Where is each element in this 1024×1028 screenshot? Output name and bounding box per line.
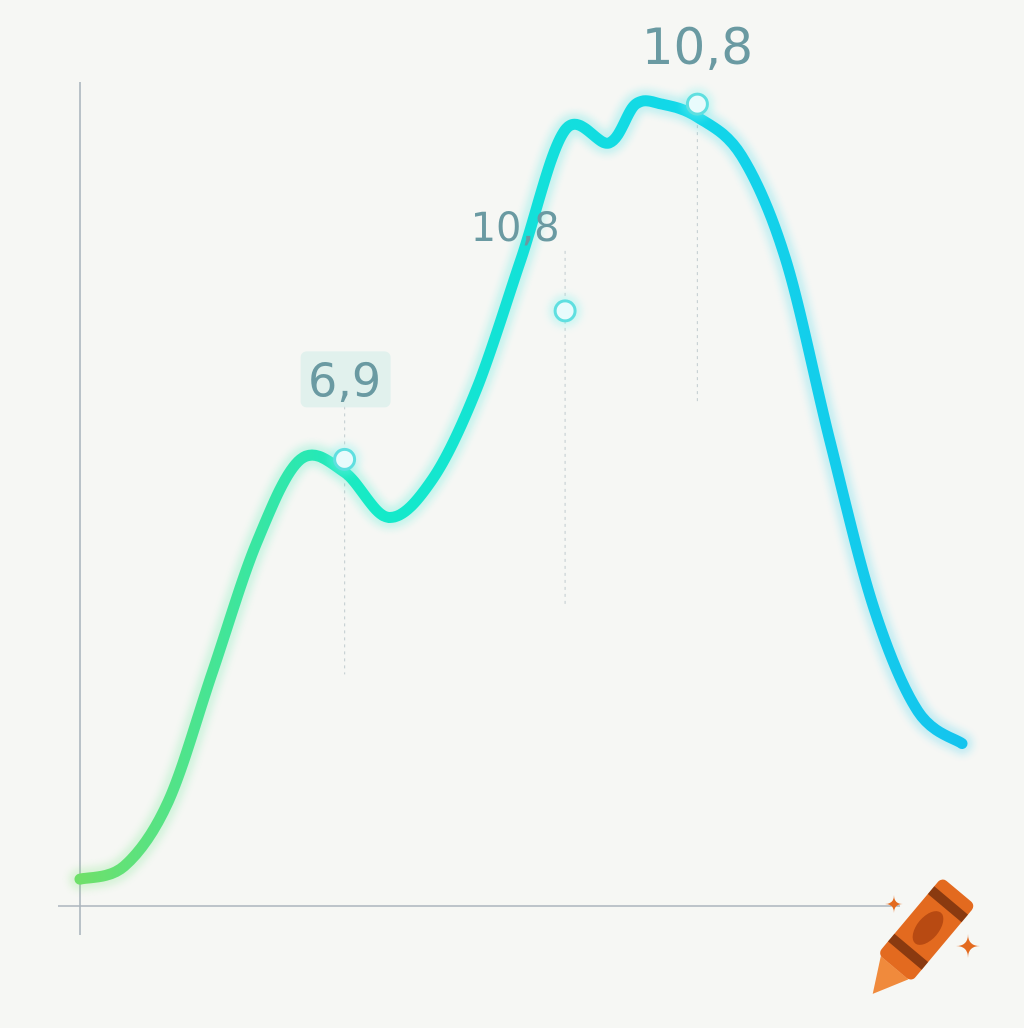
sparkle-large-icon <box>956 934 980 958</box>
data-point-2 <box>685 92 709 116</box>
crayon-tip <box>872 956 909 994</box>
crayon-icon <box>872 879 980 994</box>
data-label-0: 6,9 <box>308 353 381 407</box>
data-point-1 <box>553 299 577 323</box>
series-line <box>74 95 968 885</box>
data-point-0 <box>333 447 357 471</box>
crayon-label <box>912 911 944 945</box>
sparkle-small-icon <box>885 895 903 913</box>
data-label-1: 10,8 <box>471 205 560 251</box>
data-label-2: 10,8 <box>642 18 753 76</box>
crayon-band-left <box>888 933 929 970</box>
crayon-band-right <box>927 886 968 923</box>
data-label-box-0 <box>300 351 391 408</box>
